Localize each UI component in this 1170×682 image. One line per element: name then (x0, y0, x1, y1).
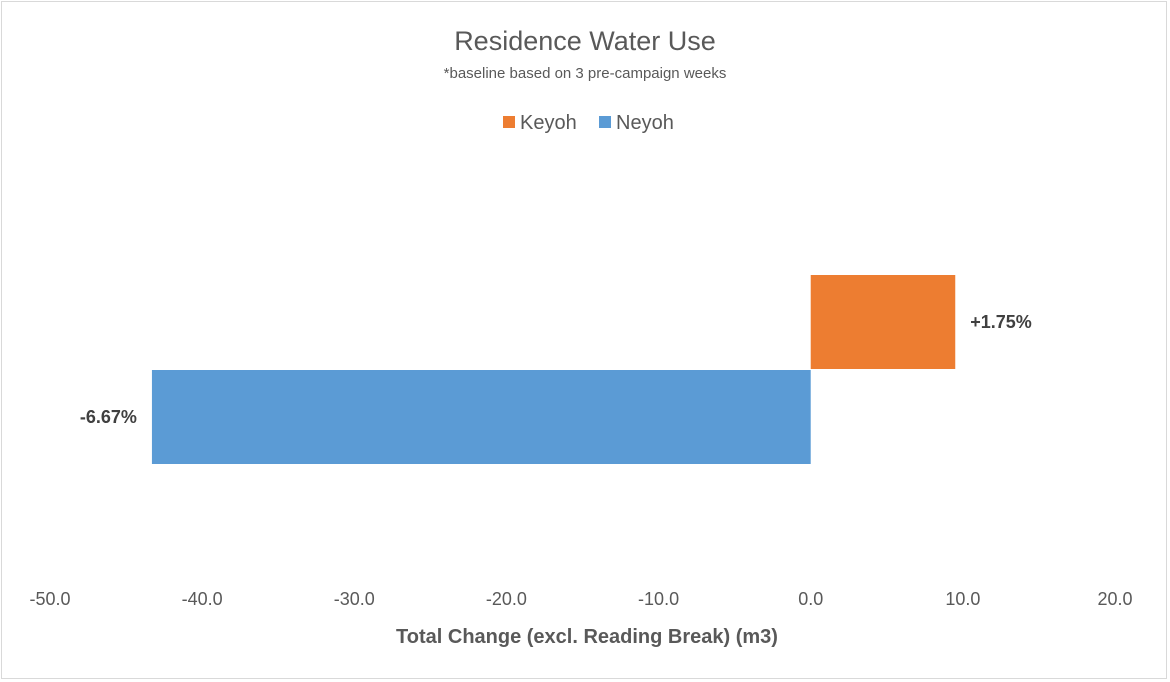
x-tick-label: 20.0 (1097, 589, 1132, 609)
x-tick-labels: -50.0 -40.0 -30.0 -20.0 -10.0 0.0 10.0 20.0 (29, 589, 1132, 609)
bar-keyoh (810, 275, 956, 369)
x-tick-label: -20.0 (486, 589, 527, 609)
legend-swatch-neyoh (599, 116, 611, 128)
data-labels-group: +1.75% -6.67% (80, 312, 1032, 427)
legend-label-keyoh: Keyoh (520, 112, 577, 134)
legend-swatch-keyoh (503, 116, 515, 128)
x-tick-label: -50.0 (29, 589, 70, 609)
data-label-neyoh: -6.67% (80, 407, 137, 427)
x-tick-label: -30.0 (334, 589, 375, 609)
x-axis-title: Total Change (excl. Reading Break) (m3) (396, 626, 778, 648)
x-tick-label: -40.0 (182, 589, 223, 609)
chart-title: Residence Water Use (454, 26, 716, 56)
legend-label-neyoh: Neyoh (616, 112, 674, 134)
chart-subtitle: *baseline based on 3 pre-campaign weeks (444, 65, 727, 82)
bars-group (151, 275, 956, 464)
x-tick-label: 10.0 (945, 589, 980, 609)
x-tick-label: 0.0 (798, 589, 823, 609)
legend: Keyoh Neyoh (503, 112, 674, 134)
data-label-keyoh: +1.75% (970, 312, 1032, 332)
bar-neyoh (151, 370, 811, 464)
x-tick-label: -10.0 (638, 589, 679, 609)
